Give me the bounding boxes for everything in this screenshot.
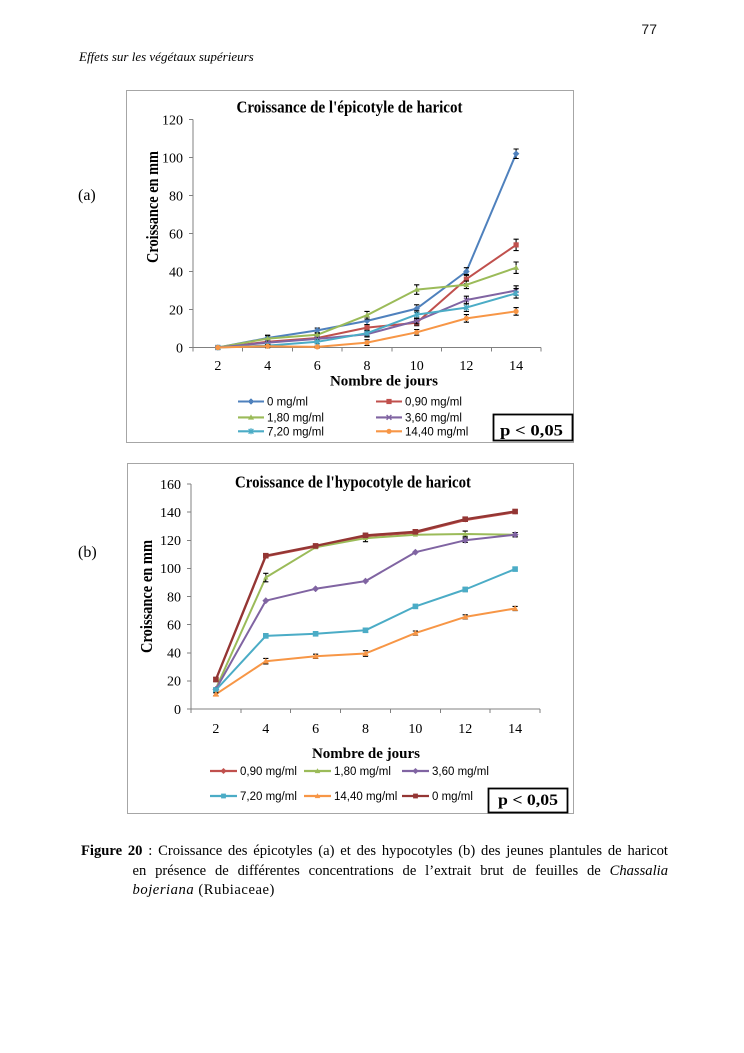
- svg-text:12: 12: [459, 359, 473, 374]
- svg-text:10: 10: [410, 359, 424, 374]
- svg-text:140: 140: [160, 506, 181, 521]
- svg-text:0,90 mg/ml: 0,90 mg/ml: [240, 766, 297, 778]
- svg-text:0 mg/ml: 0 mg/ml: [432, 791, 473, 803]
- svg-text:3,60 mg/ml: 3,60 mg/ml: [405, 412, 462, 424]
- svg-text:4: 4: [264, 359, 271, 374]
- svg-text:80: 80: [169, 189, 183, 204]
- svg-text:4: 4: [262, 722, 269, 737]
- svg-text:Croissance en mm: Croissance en mm: [137, 540, 156, 653]
- svg-text:40: 40: [167, 647, 181, 662]
- svg-text:Croissance en mm: Croissance en mm: [143, 151, 162, 263]
- svg-text:100: 100: [162, 151, 183, 166]
- svg-text:0,90 mg/ml: 0,90 mg/ml: [405, 397, 462, 409]
- svg-text:8: 8: [362, 722, 369, 737]
- svg-text:80: 80: [167, 590, 181, 605]
- svg-text:12: 12: [458, 722, 472, 737]
- svg-text:1,80 mg/ml: 1,80 mg/ml: [334, 766, 391, 778]
- svg-text:Croissance de l'épicotyle de h: Croissance de l'épicotyle de haricot: [237, 97, 463, 116]
- svg-text:8: 8: [364, 359, 371, 374]
- svg-text:14,40 mg/ml: 14,40 mg/ml: [334, 791, 397, 803]
- svg-text:100: 100: [160, 562, 181, 577]
- svg-text:0 mg/ml: 0 mg/ml: [267, 397, 308, 409]
- svg-text:Croissance de l'hypocotyle de: Croissance de l'hypocotyle de haricot: [235, 473, 471, 492]
- svg-text:6: 6: [312, 722, 319, 737]
- svg-text:1,80 mg/ml: 1,80 mg/ml: [267, 412, 324, 424]
- svg-text:14: 14: [509, 359, 523, 374]
- svg-text:2: 2: [212, 722, 219, 737]
- svg-text:14,40 mg/ml: 14,40 mg/ml: [405, 426, 468, 438]
- svg-text:14: 14: [508, 722, 522, 737]
- svg-text:7,20 mg/ml: 7,20 mg/ml: [240, 791, 297, 803]
- svg-text:Nombre de jours: Nombre de jours: [330, 374, 438, 390]
- svg-text:120: 120: [160, 534, 181, 549]
- svg-text:0: 0: [176, 341, 183, 356]
- svg-text:6: 6: [314, 359, 321, 374]
- svg-text:2: 2: [214, 359, 221, 374]
- svg-text:160: 160: [160, 478, 181, 493]
- svg-text:120: 120: [162, 113, 183, 128]
- svg-text:20: 20: [169, 303, 183, 318]
- svg-text:40: 40: [169, 265, 183, 280]
- svg-text:60: 60: [169, 227, 183, 242]
- svg-text:p < 0,05: p < 0,05: [498, 792, 558, 809]
- svg-text:60: 60: [167, 618, 181, 633]
- svg-text:3,60 mg/ml: 3,60 mg/ml: [432, 766, 489, 778]
- svg-text:20: 20: [167, 675, 181, 690]
- svg-text:0: 0: [174, 703, 181, 718]
- svg-text:p < 0,05: p < 0,05: [500, 423, 563, 440]
- svg-text:Nombre de jours: Nombre de jours: [312, 746, 420, 762]
- svg-text:7,20 mg/ml: 7,20 mg/ml: [267, 426, 324, 438]
- svg-text:10: 10: [408, 722, 422, 737]
